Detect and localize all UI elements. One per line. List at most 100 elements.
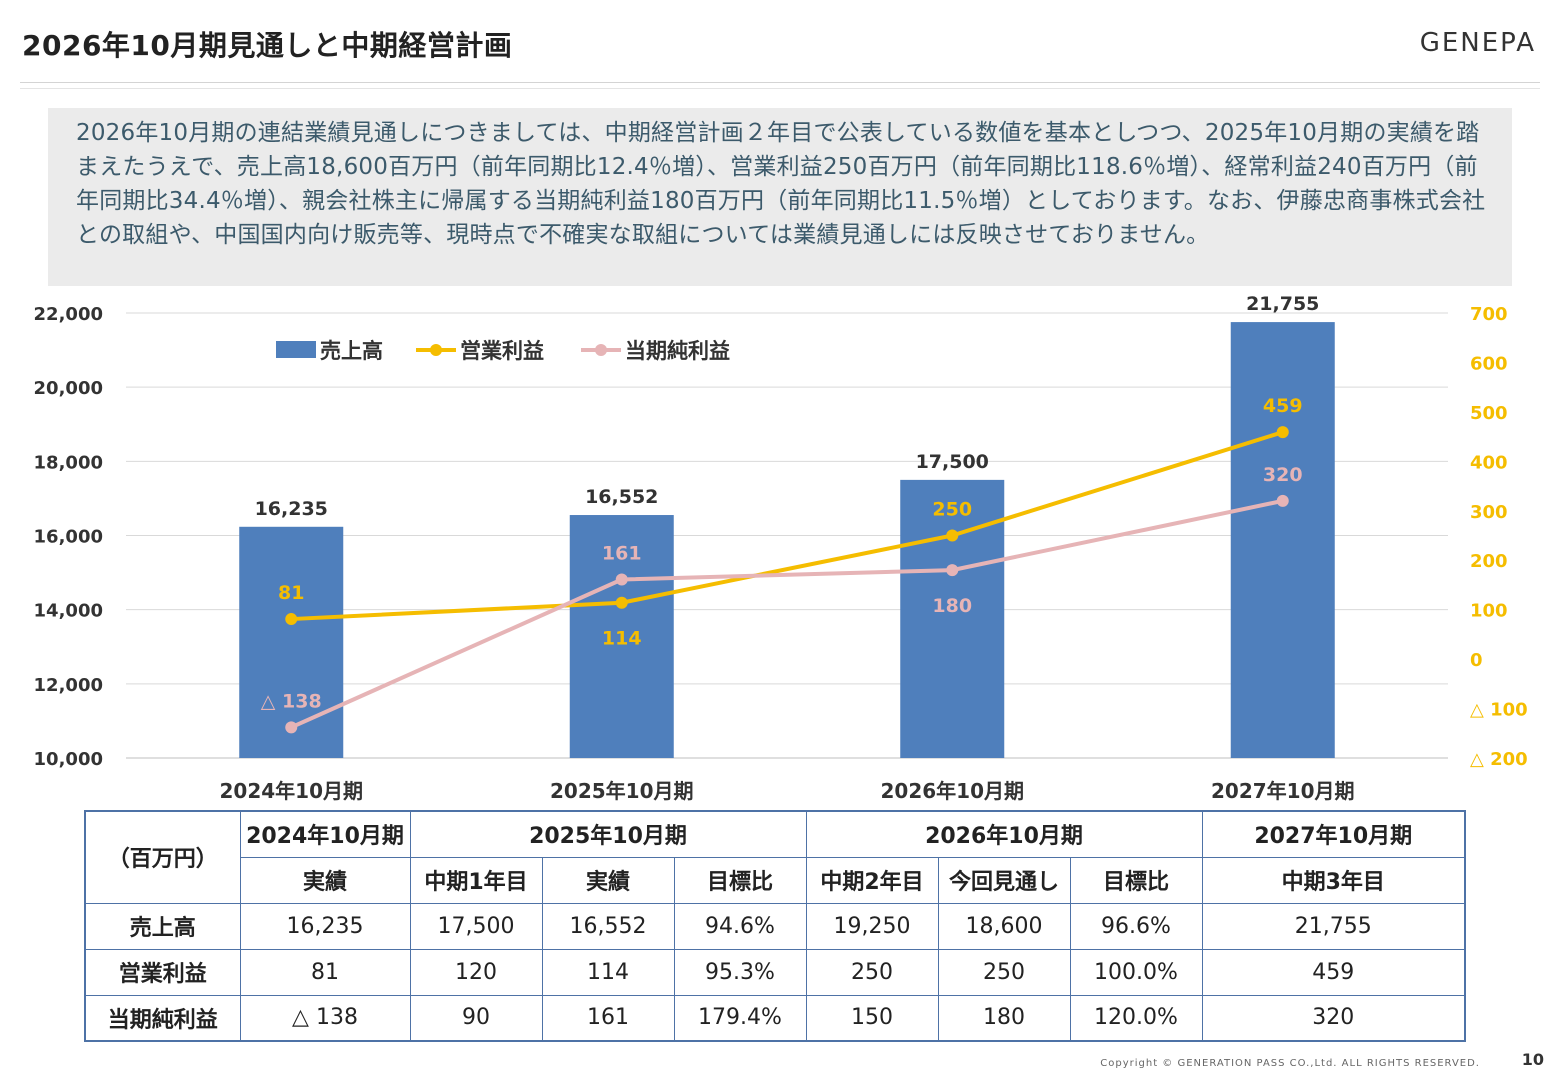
table-cell: 120.0% <box>1069 994 1203 1042</box>
y-right-tick-label: 200 <box>1470 551 1508 572</box>
table-row-label: 売上高 <box>84 902 241 950</box>
table-header-period: 2027年10月期 <box>1201 810 1466 858</box>
line-point <box>615 573 628 586</box>
table-row-label: 営業利益 <box>84 948 241 996</box>
line-data-label: 161 <box>602 543 642 565</box>
y-left-tick-label: 14,000 <box>34 601 103 622</box>
y-left-tick-label: 16,000 <box>34 527 103 548</box>
line-data-label: 250 <box>932 499 972 521</box>
line-point <box>1276 494 1289 507</box>
line-data-label: △ 138 <box>261 690 322 712</box>
bar-data-label: 17,500 <box>916 451 989 473</box>
table-cell: 161 <box>541 994 675 1042</box>
line-data-label: 459 <box>1263 395 1303 417</box>
table-header-period: 2026年10月期 <box>805 810 1203 858</box>
table-cell: 17,500 <box>409 902 543 950</box>
x-tick-label: 2026年10月期 <box>881 779 1025 803</box>
table-header-period: 2025年10月期 <box>409 810 807 858</box>
table-header-row-columns: 実績 中期1年目 実績 目標比 中期2年目 今回見通し 目標比 中期3年目 <box>85 856 1466 904</box>
table-cell: 95.3% <box>673 948 807 996</box>
y-left-tick-label: 10,000 <box>34 749 103 770</box>
line-data-label: 81 <box>278 582 304 604</box>
earnings-chart: 10,000 12,000 14,000 16,000 18,000 20,000 22,0… <box>34 293 1528 803</box>
table-header-column: 実績 <box>239 856 411 904</box>
table-cell: 19,250 <box>805 902 939 950</box>
table-cell: 16,235 <box>239 902 411 950</box>
y-right-tick-label: 0 <box>1470 650 1483 671</box>
y-right-tick-label: △ 100 <box>1470 700 1528 721</box>
line-series-1 <box>291 430 1284 622</box>
x-tick-label: 2027年10月期 <box>1211 779 1355 803</box>
table-cell: 320 <box>1201 994 1466 1042</box>
table-header-column: 今回見通し <box>937 856 1071 904</box>
table-header-column: 中期3年目 <box>1201 856 1466 904</box>
y-right-tick-label: 500 <box>1470 403 1508 424</box>
table-row-sales: 売上高 16,235 17,500 16,552 94.6% 19,250 18… <box>84 902 1466 950</box>
table-header-period: 2024年10月期 <box>239 810 411 858</box>
table-header-column: 中期1年目 <box>409 856 543 904</box>
bar-data-label: 21,755 <box>1246 293 1319 315</box>
table-row-net-income: 当期純利益 △ 138 90 161 179.4% 150 180 120.0%… <box>84 994 1466 1042</box>
legend-swatch-bar <box>276 341 316 358</box>
bar-data-label: 16,235 <box>255 498 328 520</box>
legend-swatch-marker <box>430 344 442 356</box>
table-cell: 459 <box>1201 948 1466 996</box>
summary-box: 2026年10月期の連結業績見通しにつきましては、中期経営計画２年目で公表してい… <box>48 108 1512 286</box>
line-point <box>946 564 959 577</box>
table-cell: 180 <box>937 994 1071 1042</box>
table-header-column: 目標比 <box>673 856 807 904</box>
table-cell: 179.4% <box>673 994 807 1042</box>
table-unit-cell: （百万円） <box>84 810 241 904</box>
title-divider-secondary <box>20 88 1540 89</box>
table-cell: 90 <box>409 994 543 1042</box>
legend-swatch-marker <box>595 344 607 356</box>
table-row-operating-profit: 営業利益 81 120 114 95.3% 250 250 100.0% 459 <box>84 948 1466 996</box>
y-right-tick-label: △ 200 <box>1470 749 1528 770</box>
line-data-label: 180 <box>932 595 972 617</box>
table-cell: 250 <box>937 948 1071 996</box>
y-right-tick-label: 300 <box>1470 502 1508 523</box>
line-series-2 <box>290 498 1284 730</box>
line-point <box>285 613 298 626</box>
line-point <box>946 529 959 542</box>
table-header-column: 中期2年目 <box>805 856 939 904</box>
x-tick-label: 2024年10月期 <box>220 779 364 803</box>
x-tick-label: 2025年10月期 <box>550 779 694 803</box>
line-point <box>1276 426 1289 439</box>
table-cell: 81 <box>239 948 411 996</box>
table-header-row-periods: （百万円） 2024年10月期 2025年10月期 2026年10月期 2027… <box>84 810 1466 904</box>
table-cell: 100.0% <box>1069 948 1203 996</box>
page-title: 2026年10月期見通しと中期経営計画 <box>22 29 513 62</box>
copyright-notice: Copyright © GENERATION PASS CO.,Ltd. ALL… <box>1100 1058 1480 1069</box>
company-logo: GENEPA <box>1419 28 1536 58</box>
legend-label: 売上高 <box>320 339 383 363</box>
y-right-tick-label: 100 <box>1470 601 1508 622</box>
table-cell: 250 <box>805 948 939 996</box>
y-left-tick-label: 12,000 <box>34 675 103 696</box>
bar-1 <box>239 526 344 758</box>
line-data-label: 114 <box>602 628 642 650</box>
table-cell: 96.6% <box>1069 902 1203 950</box>
table-cell: 16,552 <box>541 902 675 950</box>
y-left-tick-label: 18,000 <box>34 452 103 473</box>
line-point <box>615 596 628 609</box>
table-cell: 21,755 <box>1201 902 1466 950</box>
title-divider <box>20 82 1540 83</box>
legend-label: 営業利益 <box>460 339 544 363</box>
table-header-column: 実績 <box>541 856 675 904</box>
table-cell: 114 <box>541 948 675 996</box>
bar-4 <box>1230 322 1335 758</box>
table-cell: 94.6% <box>673 902 807 950</box>
y-left-tick-label: 20,000 <box>34 378 103 399</box>
y-right-tick-label: 700 <box>1470 304 1508 325</box>
bar-2 <box>569 515 674 758</box>
table-cell: 18,600 <box>937 902 1071 950</box>
forecast-table: （百万円） 2024年10月期 2025年10月期 2026年10月期 2027… <box>84 810 1466 1042</box>
table-row-label: 当期純利益 <box>84 994 241 1042</box>
legend-label: 当期純利益 <box>625 339 730 363</box>
y-left-tick-label: 22,000 <box>34 304 103 325</box>
table-header-column: 目標比 <box>1069 856 1203 904</box>
table-cell: △ 138 <box>239 994 411 1042</box>
line-data-label: 320 <box>1263 464 1303 486</box>
page-number: 10 <box>1521 1050 1544 1069</box>
